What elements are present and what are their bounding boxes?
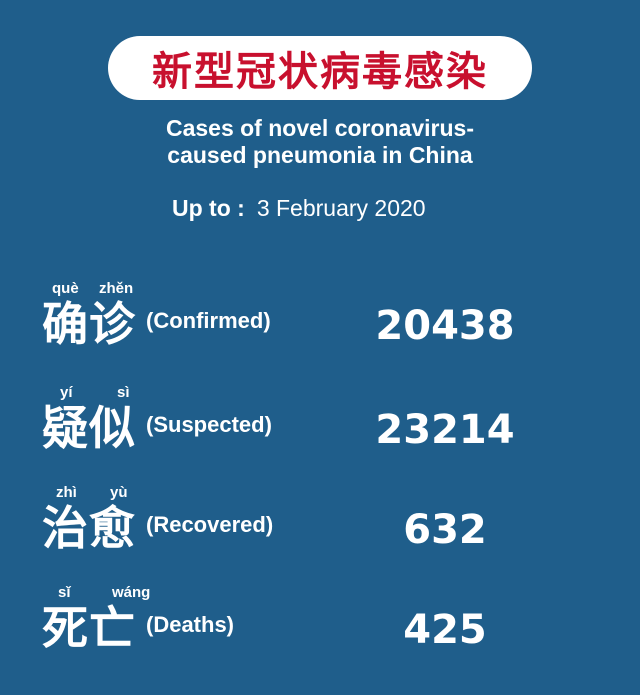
subtitle-line-1: Cases of novel coronavirus-: [165, 115, 475, 141]
pinyin-syllable: sì: [117, 384, 130, 401]
stat-value: 20438: [375, 303, 515, 349]
title-chinese: 新型冠状病毒感染: [152, 49, 488, 95]
pinyin-syllable: yù: [110, 484, 128, 501]
pinyin-syllable: zhì: [56, 484, 77, 501]
stat-label-english: (Confirmed): [146, 308, 271, 333]
stat-label-chinese: 死亡: [42, 601, 136, 655]
pinyin-syllable: què: [52, 280, 79, 297]
stat-label-english: (Suspected): [146, 412, 272, 437]
title-badge: 新型冠状病毒感染: [108, 36, 532, 100]
stat-value: 23214: [375, 407, 515, 453]
subtitle-line-2: caused pneumonia in China: [167, 142, 473, 168]
pinyin: què zhěn: [52, 280, 133, 298]
pinyin-syllable: sǐ: [58, 584, 71, 601]
pinyin: yí sì: [52, 384, 130, 402]
stat-row-deaths: sǐ wáng 死亡 (Deaths) 425: [0, 584, 640, 684]
report-date: 3 February 2020: [256, 195, 426, 221]
pinyin-syllable: zhěn: [99, 280, 134, 297]
pinyin: sǐ wáng: [52, 584, 150, 602]
pinyin-syllable: wáng: [112, 584, 151, 601]
stat-value: 425: [403, 607, 487, 653]
stat-row-confirmed: què zhěn 确诊 (Confirmed) 20438: [0, 280, 640, 380]
stat-row-suspected: yí sì 疑似 (Suspected) 23214: [0, 384, 640, 484]
stat-label-english: (Recovered): [146, 512, 274, 537]
stat-label-chinese: 疑似: [42, 401, 136, 455]
stat-value: 632: [403, 507, 487, 553]
stat-label-english: (Deaths): [146, 612, 235, 637]
up-to-line: Up to : 3 February 2020: [172, 193, 426, 223]
stat-label-chinese: 治愈: [42, 501, 136, 555]
up-to-label: Up to :: [172, 195, 245, 221]
pinyin: zhì yù: [52, 484, 128, 502]
stat-row-recovered: zhì yù 治愈 (Recovered) 632: [0, 484, 640, 584]
pinyin-syllable: yí: [60, 384, 73, 401]
stat-label-chinese: 确诊: [42, 297, 136, 351]
